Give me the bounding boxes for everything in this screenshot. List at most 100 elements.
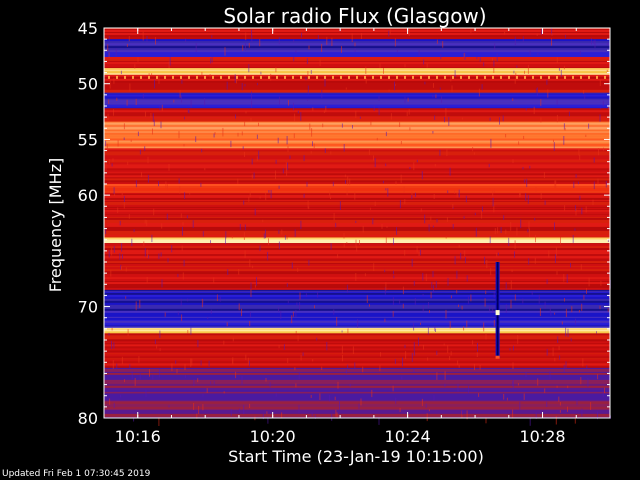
noise-mark xyxy=(244,224,246,231)
noise-mark xyxy=(556,57,558,64)
noise-mark xyxy=(329,189,331,197)
band-stripe xyxy=(104,107,610,109)
band-stripe xyxy=(104,403,610,407)
frequency-band xyxy=(104,327,610,334)
noise-mark xyxy=(426,63,428,68)
chart-title: Solar radio Flux (Glasgow) xyxy=(223,4,486,28)
noise-mark xyxy=(404,250,406,256)
noise-mark xyxy=(402,303,404,309)
noise-mark xyxy=(123,137,125,140)
band-stripe xyxy=(104,352,610,354)
band-stripe xyxy=(104,284,610,287)
noise-mark xyxy=(300,355,302,361)
noise-mark xyxy=(121,266,122,271)
noise-mark xyxy=(454,256,456,265)
band-stripe xyxy=(104,289,610,292)
noise-mark xyxy=(527,64,529,74)
band-stripe xyxy=(104,275,610,278)
band-stripe xyxy=(104,164,610,167)
noise-mark xyxy=(119,253,121,260)
band-stripe xyxy=(104,367,610,370)
band-stripe xyxy=(104,405,610,408)
noise-mark xyxy=(527,229,529,233)
noise-mark xyxy=(186,215,188,219)
noise-mark xyxy=(578,149,580,156)
noise-mark xyxy=(268,238,269,246)
noise-mark xyxy=(258,150,260,160)
noise-mark xyxy=(184,116,185,120)
noise-mark xyxy=(316,337,318,341)
noise-mark xyxy=(522,298,524,304)
noise-mark xyxy=(376,137,378,141)
noise-mark xyxy=(333,309,335,315)
noise-mark xyxy=(308,45,310,50)
band-stripe xyxy=(104,151,610,154)
noise-mark xyxy=(139,149,141,155)
noise-mark xyxy=(385,237,387,244)
noise-mark xyxy=(405,351,407,359)
band-stripe xyxy=(104,106,610,108)
noise-mark xyxy=(247,357,249,365)
noise-mark xyxy=(537,378,539,386)
noise-mark xyxy=(385,131,387,137)
artefact-dot xyxy=(492,75,494,79)
noise-mark xyxy=(202,231,204,237)
noise-mark xyxy=(249,403,251,408)
noise-mark xyxy=(404,199,406,204)
noise-mark xyxy=(336,316,338,326)
noise-mark xyxy=(608,106,610,110)
band-stripe xyxy=(104,243,610,245)
noise-mark xyxy=(547,89,549,98)
noise-mark xyxy=(286,237,288,240)
noise-mark xyxy=(553,139,554,143)
noise-mark xyxy=(370,120,372,126)
artefact-dot xyxy=(244,75,246,79)
noise-mark xyxy=(392,270,394,275)
noise-mark xyxy=(384,287,386,295)
band-stripe xyxy=(104,177,610,179)
noise-mark xyxy=(152,374,154,380)
noise-mark xyxy=(288,100,289,106)
noise-mark xyxy=(119,394,121,398)
noise-mark xyxy=(219,296,221,302)
band-stripe xyxy=(104,56,610,58)
artefact-dot xyxy=(140,75,142,79)
x-tick-label: 10:16 xyxy=(115,427,161,446)
band-stripe xyxy=(104,46,610,49)
band-stripe xyxy=(104,337,610,340)
noise-mark xyxy=(159,105,161,111)
noise-mark xyxy=(158,417,160,426)
noise-mark xyxy=(242,146,244,150)
noise-mark xyxy=(127,161,129,165)
artefact-dot xyxy=(420,75,422,79)
noise-mark xyxy=(334,396,336,401)
noise-mark xyxy=(401,376,403,380)
noise-mark xyxy=(430,291,432,299)
band-stripe xyxy=(104,132,610,135)
noise-mark xyxy=(564,127,566,131)
noise-mark xyxy=(346,284,348,293)
noise-mark xyxy=(381,223,383,229)
band-stripe xyxy=(104,230,610,234)
artefact-dot xyxy=(436,75,438,79)
noise-mark xyxy=(193,379,195,386)
noise-mark xyxy=(144,219,146,224)
noise-mark xyxy=(511,269,513,273)
noise-mark xyxy=(171,245,173,253)
noise-mark xyxy=(312,107,314,111)
band-stripe xyxy=(104,29,610,31)
noise-mark xyxy=(128,214,130,219)
noise-mark xyxy=(182,272,184,280)
noise-mark xyxy=(168,405,170,408)
noise-mark xyxy=(564,298,565,302)
noise-mark xyxy=(210,58,212,64)
noise-mark xyxy=(231,235,233,239)
noise-mark xyxy=(326,36,328,45)
plot-area xyxy=(104,28,611,426)
band-stripe xyxy=(104,188,610,190)
noise-mark xyxy=(407,97,409,102)
noise-mark xyxy=(464,52,466,60)
noise-mark xyxy=(485,417,487,424)
band-stripe xyxy=(104,359,610,362)
